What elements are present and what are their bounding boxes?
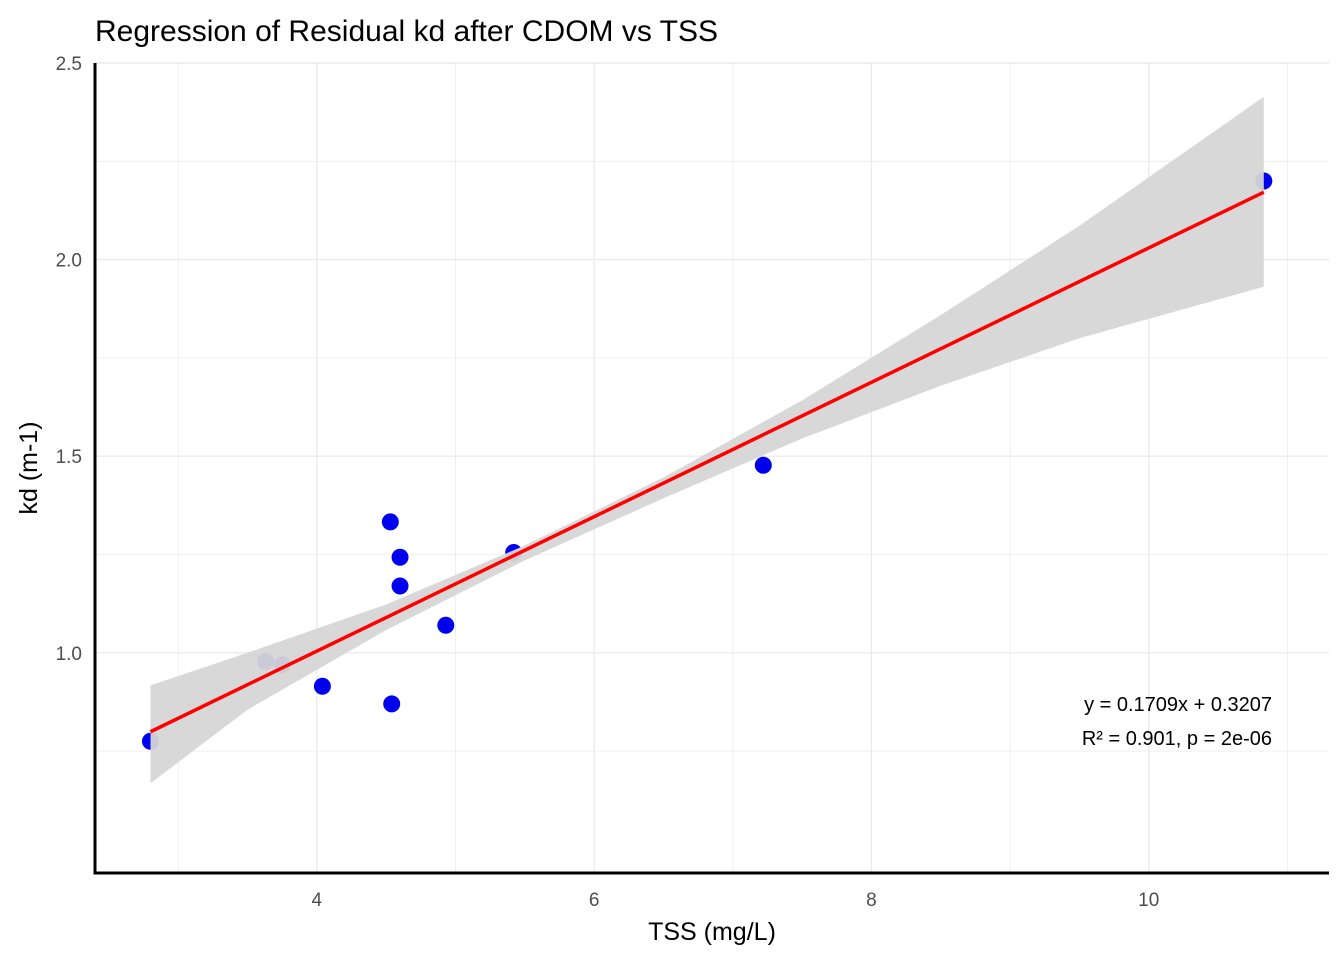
x-axis-title: TSS (mg/L) <box>648 918 776 946</box>
axes <box>93 63 1329 875</box>
x-tick-label: 10 <box>1138 890 1159 911</box>
data-point <box>754 456 772 474</box>
regression-line <box>149 190 1265 734</box>
y-axis-title: kd (m-1) <box>15 421 43 514</box>
tick-labels: 4 6 8 10 1.0 1.5 2.0 2.5 <box>56 54 1160 911</box>
data-point <box>437 616 455 634</box>
y-tick-label: 1.5 <box>56 447 82 468</box>
y-tick-label: 2.5 <box>56 54 82 75</box>
x-tick-label: 4 <box>312 890 323 911</box>
y-tick-label: 2.0 <box>56 251 82 272</box>
data-point <box>313 677 331 695</box>
regression-stats: R² = 0.901, p = 2e-06 <box>1082 728 1272 750</box>
fit-line-layer <box>149 190 1265 734</box>
x-tick-label: 8 <box>866 890 877 911</box>
x-tick-label: 6 <box>589 890 600 911</box>
data-point <box>381 513 399 531</box>
data-point <box>383 695 401 713</box>
regression-equation: y = 0.1709x + 0.3207 <box>1084 694 1272 716</box>
y-tick-label: 1.0 <box>56 644 82 665</box>
data-point <box>391 577 409 595</box>
data-point <box>391 548 409 566</box>
chart-title: Regression of Residual kd after CDOM vs … <box>95 15 718 48</box>
